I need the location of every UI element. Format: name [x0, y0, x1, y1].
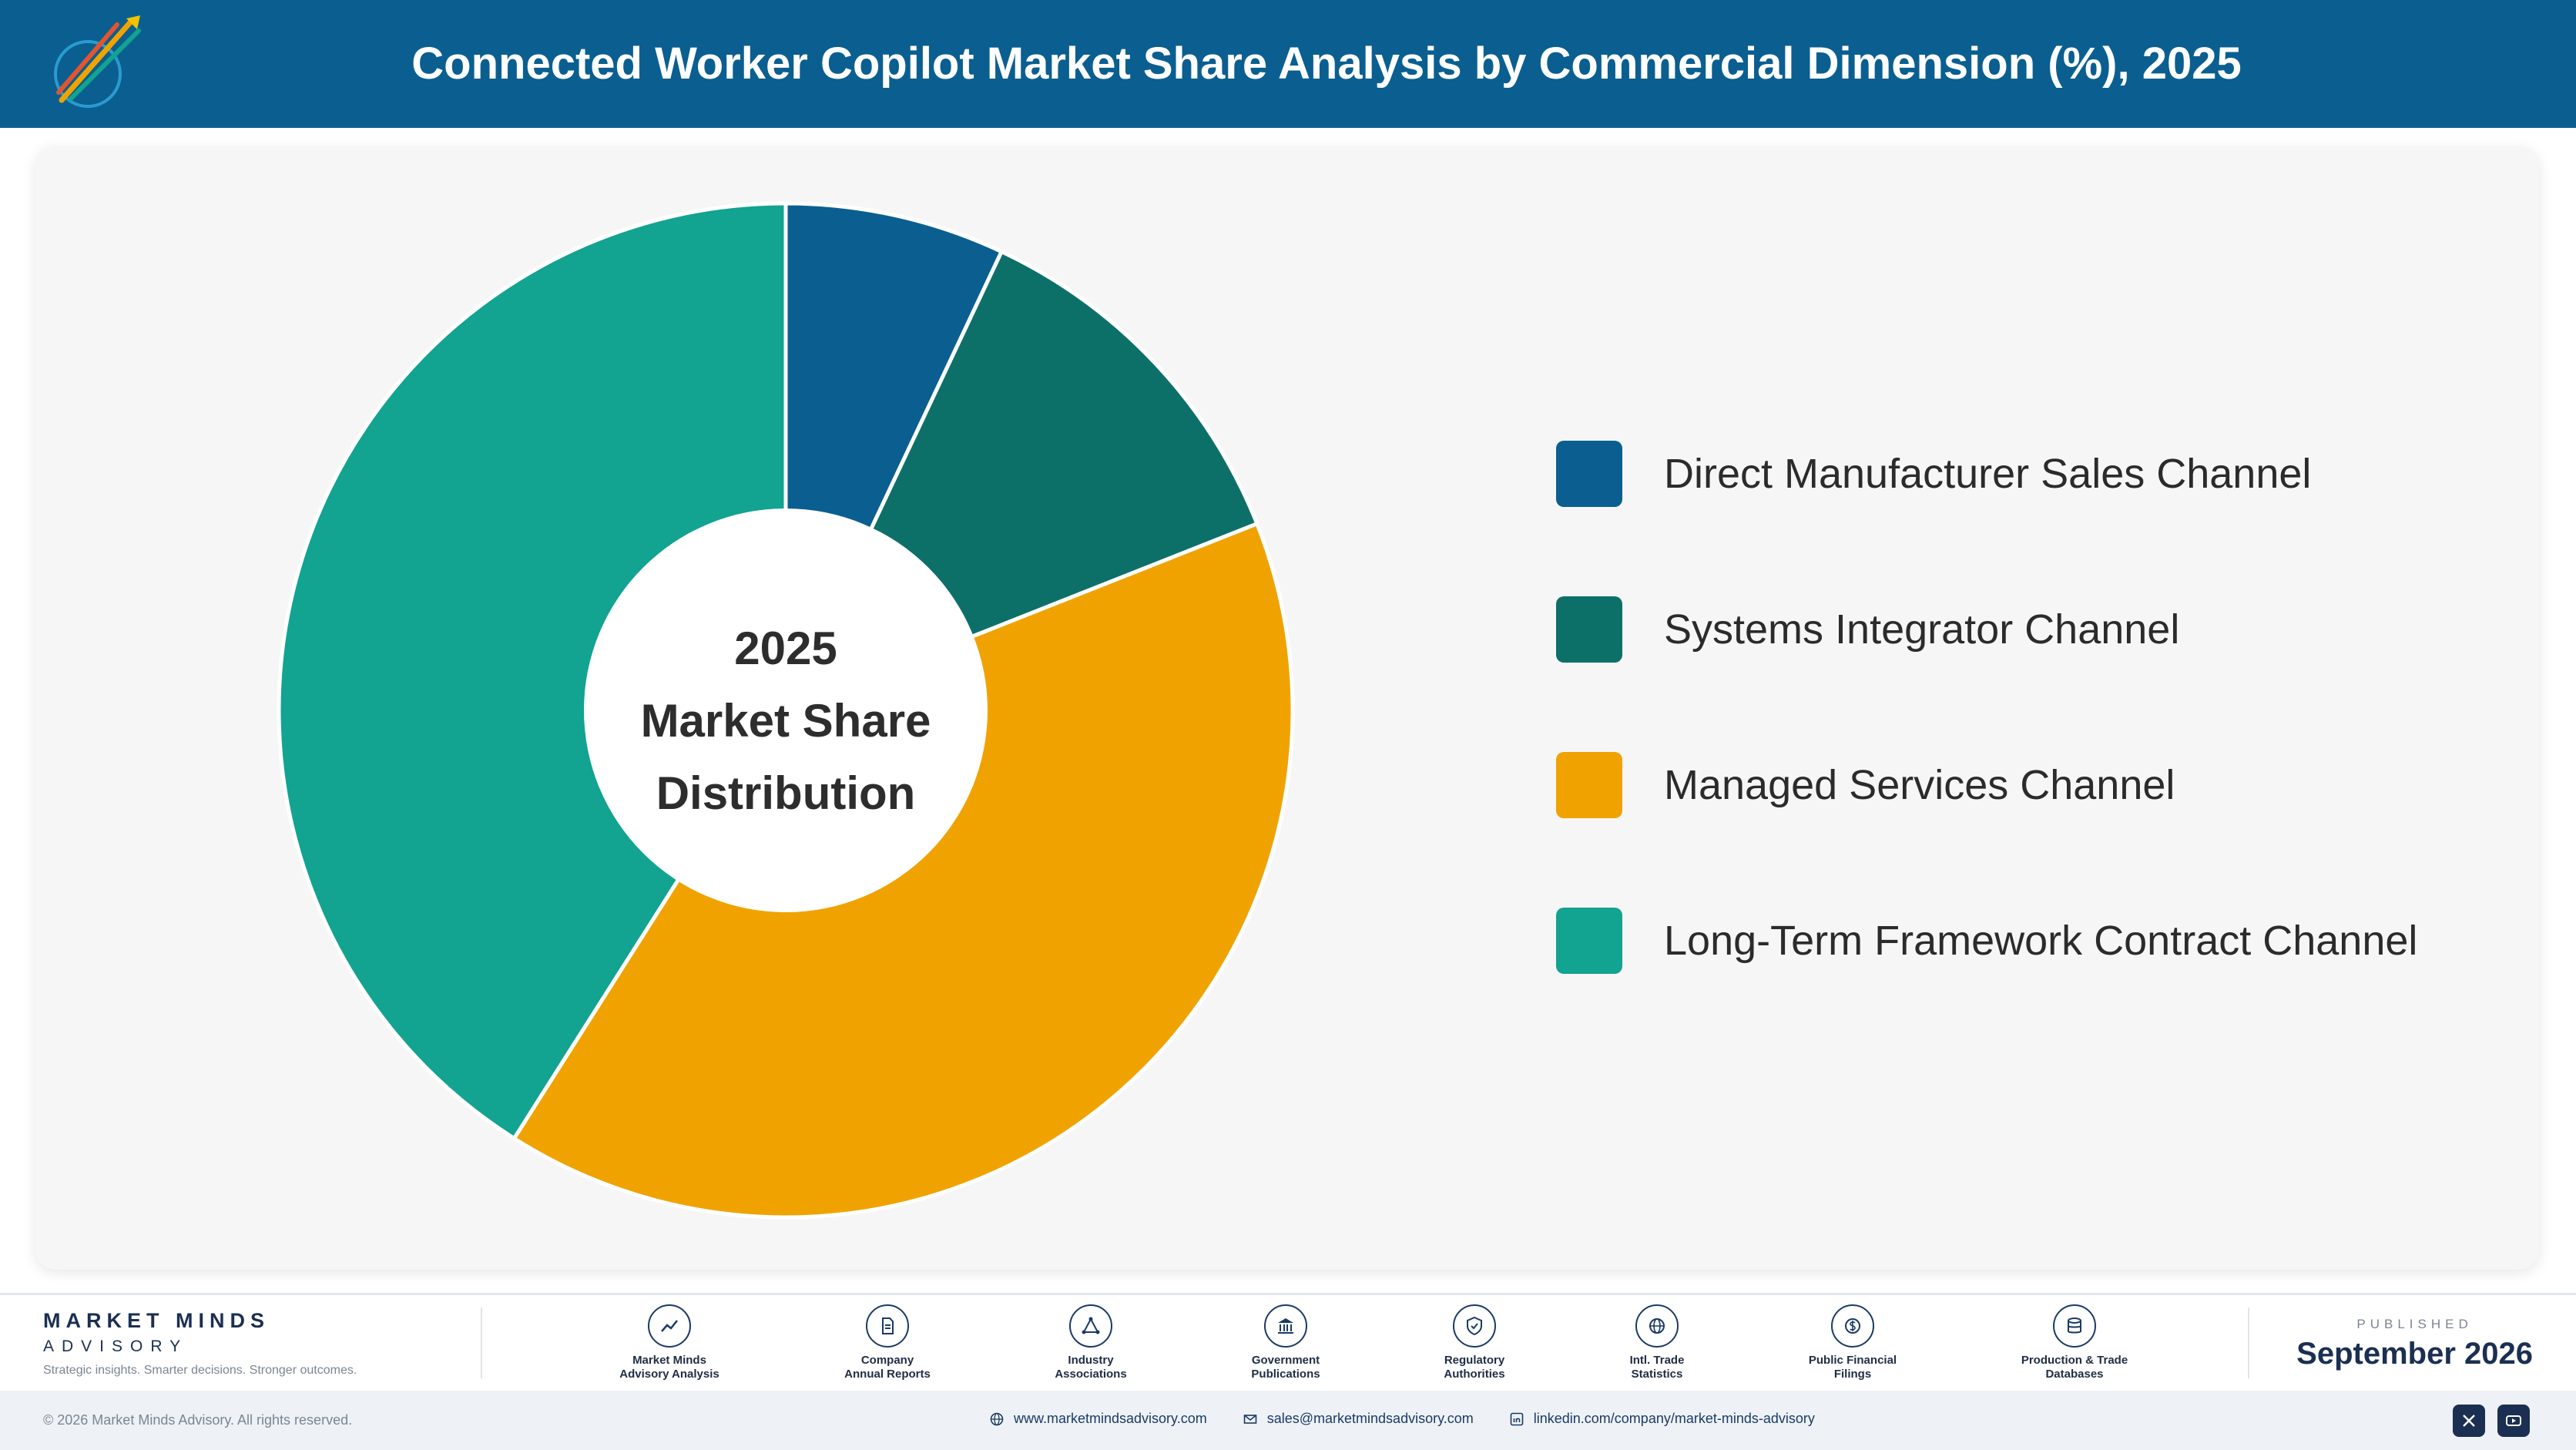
- youtube-social-button[interactable]: [2497, 1405, 2530, 1437]
- published-block: PUBLISHED September 2026: [2296, 1317, 2533, 1371]
- database-icon: [2053, 1304, 2096, 1348]
- source-label-line1: Company: [860, 1354, 914, 1367]
- brand-tagline: Strategic insights. Smarter decisions. S…: [43, 1364, 357, 1377]
- footer-divider: [0, 1293, 2576, 1295]
- youtube-logo-icon: [2506, 1415, 2521, 1426]
- donut-chart: 2025 Market Share Distribution: [277, 201, 1293, 1217]
- mail-icon: [1243, 1414, 1257, 1424]
- center-label-year: 2025: [734, 623, 837, 674]
- source-label-line2: Databases: [2045, 1368, 2104, 1381]
- network-icon: [1069, 1304, 1112, 1348]
- footer: MARKET MINDS ADVISORY Strategic insights…: [0, 1295, 2576, 1391]
- email-text: sales@marketmindsadvisory.com: [1266, 1411, 1474, 1426]
- source-financial-filings: Public Financial Filings: [1779, 1304, 1926, 1381]
- source-label-line1: Regulatory: [1444, 1354, 1505, 1367]
- source-label-line2: Publications: [1251, 1368, 1320, 1381]
- source-label-line2: Authorities: [1444, 1368, 1505, 1381]
- source-regulatory-authorities: Regulatory Authorities: [1401, 1304, 1548, 1381]
- source-government-publications: Government Publications: [1213, 1304, 1359, 1381]
- source-company-reports: Company Annual Reports: [814, 1304, 961, 1381]
- source-industry-associations: Industry Associations: [1018, 1304, 1164, 1381]
- brand-logo-icon: [54, 15, 141, 108]
- legend-swatch: [1556, 441, 1622, 507]
- source-label-line1: Industry: [1068, 1354, 1114, 1367]
- source-label-line2: Statistics: [1631, 1368, 1683, 1381]
- center-label-line2: Market Share: [641, 695, 931, 747]
- source-label-line2: Filings: [1833, 1368, 1872, 1381]
- source-label-line1: Public Financial: [1808, 1354, 1897, 1367]
- footer-brand: MARKET MINDS ADVISORY Strategic insights…: [43, 1309, 357, 1378]
- website-text: www.marketmindsadvisory.com: [1014, 1411, 1207, 1426]
- source-label-line1: Market Minds: [632, 1354, 706, 1367]
- page-title: Connected Worker Copilot Market Share An…: [411, 39, 2242, 89]
- legend-swatch: [1556, 596, 1622, 663]
- legend-label: Long-Term Framework Contract Channel: [1664, 918, 2418, 964]
- x-social-button[interactable]: [2453, 1405, 2485, 1437]
- website-link[interactable]: www.marketmindsadvisory.com: [989, 1411, 1207, 1427]
- published-label: PUBLISHED: [2356, 1317, 2473, 1331]
- legend-item-direct-manufacturer: Direct Manufacturer Sales Channel: [1556, 441, 2417, 507]
- linkedin-link[interactable]: linkedin.com/company/market-minds-adviso…: [1509, 1411, 1815, 1427]
- source-label-line2: Advisory Analysis: [619, 1368, 719, 1381]
- source-label-line1: Intl. Trade: [1629, 1354, 1685, 1367]
- chart-legend: Direct Manufacturer Sales Channel System…: [1556, 441, 2417, 1063]
- source-trade-statistics: Intl. Trade Statistics: [1584, 1304, 1730, 1381]
- center-label-line3: Distribution: [656, 767, 916, 819]
- source-market-minds-analysis: Market Minds Advisory Analysis: [596, 1304, 743, 1381]
- globe-icon: [990, 1412, 1004, 1425]
- source-label-line1: Government: [1251, 1354, 1320, 1367]
- linkedin-icon: [1510, 1412, 1524, 1425]
- globe-icon: [1635, 1304, 1679, 1348]
- copyright-text: © 2026 Market Minds Advisory. All rights…: [43, 1412, 353, 1428]
- document-icon: [866, 1304, 909, 1348]
- source-label-line1: Production & Trade: [2021, 1354, 2128, 1367]
- legend-swatch: [1556, 752, 1622, 818]
- x-logo-icon: [2463, 1415, 2475, 1427]
- legend-item-managed-services: Managed Services Channel: [1556, 752, 2417, 818]
- currency-icon: [1831, 1304, 1874, 1348]
- legend-label: Direct Manufacturer Sales Channel: [1664, 451, 2312, 497]
- chart-line-icon: [648, 1304, 691, 1348]
- pie-slice-long-term-framework-contract-channel: [277, 201, 788, 1142]
- legend-label: Systems Integrator Channel: [1664, 606, 2180, 653]
- email-link[interactable]: sales@marketmindsadvisory.com: [1243, 1411, 1474, 1427]
- legend-swatch: [1556, 908, 1622, 974]
- shield-check-icon: [1453, 1304, 1496, 1348]
- legend-item-framework-contract: Long-Term Framework Contract Channel: [1556, 908, 2417, 974]
- source-label-line2: Annual Reports: [844, 1368, 931, 1381]
- bottom-bar: © 2026 Market Minds Advisory. All rights…: [0, 1391, 2576, 1450]
- contact-links: www.marketmindsadvisory.com sales@market…: [989, 1411, 1850, 1427]
- brand-name: MARKET MINDS: [43, 1309, 270, 1332]
- legend-item-systems-integrator: Systems Integrator Channel: [1556, 596, 2417, 663]
- government-building-icon: [1264, 1304, 1307, 1348]
- source-label-line2: Associations: [1055, 1368, 1127, 1381]
- footer-divider-left: [481, 1307, 482, 1378]
- linkedin-text: linkedin.com/company/market-minds-adviso…: [1533, 1411, 1815, 1426]
- footer-divider-right: [2248, 1307, 2249, 1378]
- source-production-databases: Production & Trade Databases: [2001, 1304, 2148, 1381]
- legend-label: Managed Services Channel: [1664, 762, 2175, 808]
- published-date: September 2026: [2296, 1337, 2533, 1371]
- brand-subtitle: ADVISORY: [43, 1338, 189, 1355]
- header-bar: Connected Worker Copilot Market Share An…: [0, 0, 2576, 128]
- donut-hole: [584, 509, 988, 912]
